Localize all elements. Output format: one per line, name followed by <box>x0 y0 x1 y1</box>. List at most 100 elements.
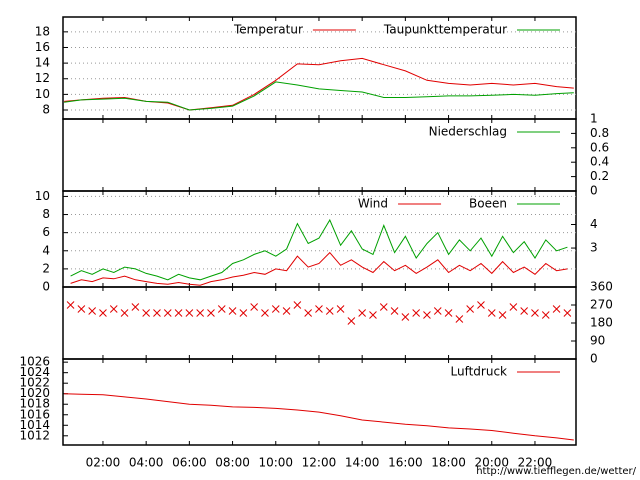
y-tick-label: 0 <box>590 352 598 366</box>
x-tick-label: 06:00 <box>172 456 207 470</box>
y-tick-label: 180 <box>590 316 613 330</box>
wind-direction-point <box>401 313 410 321</box>
y-tick-label: 18 <box>35 24 50 38</box>
y-tick-label: 0 <box>590 184 598 198</box>
legend-label: Taupunkttemperatur <box>383 23 507 37</box>
wind-direction-point <box>423 311 431 319</box>
wind-direction-point <box>325 307 334 315</box>
wind-direction-point <box>520 307 529 315</box>
y-tick-label: 1014 <box>19 418 50 432</box>
series-line <box>64 57 574 111</box>
y-tick-label: 1020 <box>19 386 50 400</box>
y-tick-label: 1 <box>590 112 598 126</box>
wind-direction-point <box>466 305 475 313</box>
x-tick-label: 04:00 <box>129 456 164 470</box>
y-tick-label: 1024 <box>19 365 50 379</box>
wind-direction-point <box>369 311 377 319</box>
legend-label: Niederschlag <box>429 125 507 139</box>
x-tick-label: 02:00 <box>86 456 121 470</box>
x-tick-label: 22:00 <box>518 456 553 470</box>
wind-direction-point <box>109 305 118 313</box>
x-tick-label: 20:00 <box>474 456 509 470</box>
wind-direction-point <box>250 303 259 311</box>
y-tick-label: 90 <box>590 334 605 348</box>
x-tick-label: 16:00 <box>388 456 423 470</box>
y-tick-label: 10 <box>35 87 50 101</box>
wind-direction-point <box>217 305 226 313</box>
wind-direction-point <box>304 309 313 317</box>
y-tick-label: 0.6 <box>590 140 609 154</box>
y2-tick-label: 3 <box>590 241 598 255</box>
wind-direction-point <box>228 307 237 315</box>
wind-direction-point <box>261 309 269 317</box>
y2-tick-label: 4 <box>590 217 598 231</box>
wind-direction-point <box>196 309 205 317</box>
y-tick-label: 1016 <box>19 407 50 421</box>
legend-label: Boeen <box>469 197 507 211</box>
wind-direction-point <box>541 311 550 319</box>
panel-frame <box>62 358 577 446</box>
wind-direction-point <box>531 309 539 317</box>
x-tick-label: 14:00 <box>345 456 380 470</box>
y-tick-label: 4 <box>42 243 50 257</box>
wind-direction-point <box>282 307 291 315</box>
wind-direction-point <box>412 309 421 317</box>
wind-direction-point <box>433 307 442 315</box>
x-tick-label: 08:00 <box>215 456 250 470</box>
wind-direction-point <box>131 303 140 311</box>
series-line <box>70 218 568 281</box>
wind-direction-point <box>552 305 561 313</box>
y-tick-label: 6 <box>42 225 50 239</box>
y-tick-label: 1018 <box>19 397 50 411</box>
y-tick-label: 0.8 <box>590 126 609 140</box>
y-tick-label: 2 <box>42 261 50 275</box>
y-tick-label: 8 <box>42 103 50 117</box>
panel-frame <box>62 286 577 360</box>
wind-direction-point <box>66 301 75 309</box>
series-line <box>64 393 574 441</box>
wind-direction-point <box>563 309 572 317</box>
series-line <box>70 251 568 286</box>
wind-direction-point <box>498 311 507 319</box>
wind-direction-point <box>509 303 518 311</box>
wind-direction-point <box>336 305 345 313</box>
wind-direction-point <box>88 307 97 315</box>
wind-direction-point <box>315 305 323 313</box>
legend-label: Luftdruck <box>450 365 507 379</box>
wind-direction-point <box>390 307 399 315</box>
y-tick-label: 16 <box>35 40 50 54</box>
y-tick-label: 1012 <box>19 428 50 442</box>
y-tick-label: 360 <box>590 280 613 294</box>
y-tick-label: 0.4 <box>590 155 609 169</box>
wind-direction-point <box>120 309 129 317</box>
y-tick-label: 1022 <box>19 376 50 390</box>
y-tick-label: 270 <box>590 298 613 312</box>
wind-direction-point <box>347 317 356 325</box>
x-tick-label: 10:00 <box>258 456 293 470</box>
wind-direction-point <box>163 309 172 317</box>
legend-label: Wind <box>358 197 388 211</box>
y-tick-label: 8 <box>42 207 50 221</box>
wind-direction-point <box>487 309 496 317</box>
y-tick-label: 14 <box>35 56 50 70</box>
y-tick-label: 0.2 <box>590 169 609 183</box>
wind-direction-point <box>444 309 453 317</box>
wind-direction-point <box>477 301 485 309</box>
wind-direction-point <box>153 309 161 317</box>
wind-direction-point <box>239 309 248 317</box>
wind-direction-point <box>358 309 367 317</box>
y-tick-label: 1026 <box>19 355 50 369</box>
series-line <box>64 81 574 111</box>
wind-direction-point <box>77 305 86 313</box>
wind-direction-point <box>99 309 107 317</box>
y-tick-label: 10 <box>35 189 50 203</box>
wind-direction-point <box>207 309 215 317</box>
x-tick-label: 18:00 <box>431 456 466 470</box>
wind-direction-point <box>142 309 151 317</box>
footer-url: http://www.tiefflegen.de/wetter/ <box>476 466 636 477</box>
wind-direction-point <box>271 305 280 313</box>
x-tick-label: 12:00 <box>302 456 337 470</box>
wind-direction-point <box>455 315 464 323</box>
y-tick-label: 12 <box>35 71 50 85</box>
